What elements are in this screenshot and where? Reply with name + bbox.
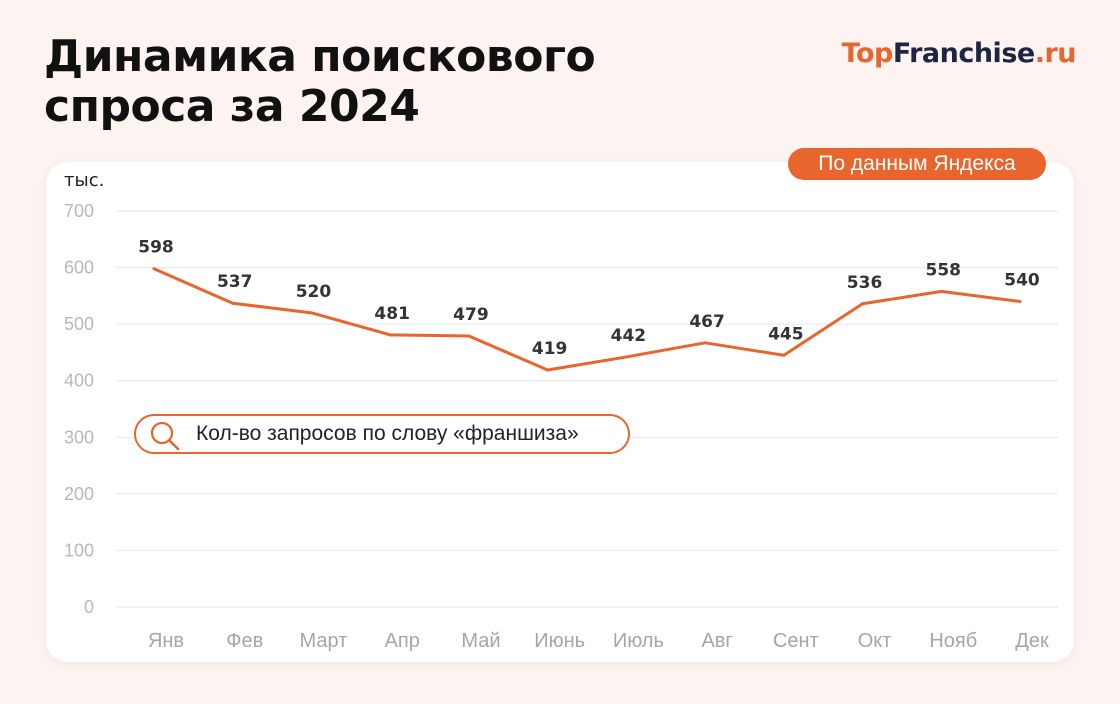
logo-ru: .ru — [1034, 38, 1077, 69]
data-point — [939, 289, 943, 293]
y-axis-unit: тыс. — [64, 170, 105, 191]
x-tick-label: Фев — [226, 630, 263, 652]
x-tick-label: Июнь — [534, 630, 585, 652]
x-tick-label: Май — [461, 630, 500, 652]
x-tick-label: Апр — [385, 630, 420, 652]
x-tick-label: Дек — [1015, 630, 1049, 652]
y-tick-label: 500 — [64, 314, 94, 334]
x-tick-label: Март — [300, 630, 348, 652]
logo-top: Top — [841, 38, 894, 69]
data-point — [467, 334, 471, 338]
data-label: 598 — [138, 238, 174, 258]
data-point — [624, 355, 628, 359]
page-title: Динамика поискового спроса за 2024 — [44, 31, 596, 132]
x-tick-label: Июль — [613, 630, 664, 652]
data-label: 520 — [296, 282, 332, 302]
data-point — [546, 368, 550, 372]
data-point — [703, 341, 707, 345]
data-label: 479 — [453, 305, 489, 325]
data-label: 481 — [374, 304, 410, 324]
data-label: 419 — [532, 339, 568, 359]
data-label: 442 — [611, 326, 647, 346]
chart-card — [46, 162, 1074, 662]
data-point — [861, 302, 865, 306]
y-tick-label: 200 — [64, 484, 94, 504]
data-label: 536 — [847, 273, 883, 293]
x-tick-label: Нояб — [929, 630, 977, 652]
y-tick-label: 700 — [64, 201, 94, 221]
x-tick-label: Янв — [148, 630, 184, 652]
data-point — [309, 311, 313, 315]
data-label: 558 — [926, 260, 962, 280]
data-label: 467 — [689, 312, 725, 332]
y-tick-label: 100 — [64, 540, 94, 560]
y-tick-label: 300 — [64, 427, 94, 447]
x-tick-label: Сент — [773, 630, 819, 652]
x-tick-label: Авг — [701, 630, 732, 652]
x-tick-label: Окт — [858, 630, 892, 652]
data-label: 445 — [768, 324, 804, 344]
legend-label: Кол-во запросов по слову «франшиза» — [196, 422, 579, 445]
y-tick-label: 600 — [64, 258, 94, 278]
data-point — [152, 267, 156, 271]
data-point — [1018, 300, 1022, 304]
y-tick-label: 0 — [84, 597, 94, 617]
brand-logo: TopFranchise.ru — [841, 38, 1077, 69]
title-line-1: Динамика поискового — [44, 31, 596, 82]
data-point — [388, 333, 392, 337]
logo-franchise: Franchise — [892, 38, 1035, 69]
series-line — [152, 267, 1022, 372]
search-icon — [150, 421, 180, 451]
data-label: 540 — [1004, 271, 1040, 291]
title-line-2: спроса за 2024 — [44, 81, 420, 132]
source-badge: По данным Яндекса — [788, 148, 1046, 180]
data-label: 537 — [217, 272, 253, 292]
data-point — [231, 301, 235, 305]
series-legend: Кол-во запросов по слову «франшиза» — [134, 414, 630, 454]
data-point — [782, 353, 786, 357]
y-tick-label: 400 — [64, 371, 94, 391]
